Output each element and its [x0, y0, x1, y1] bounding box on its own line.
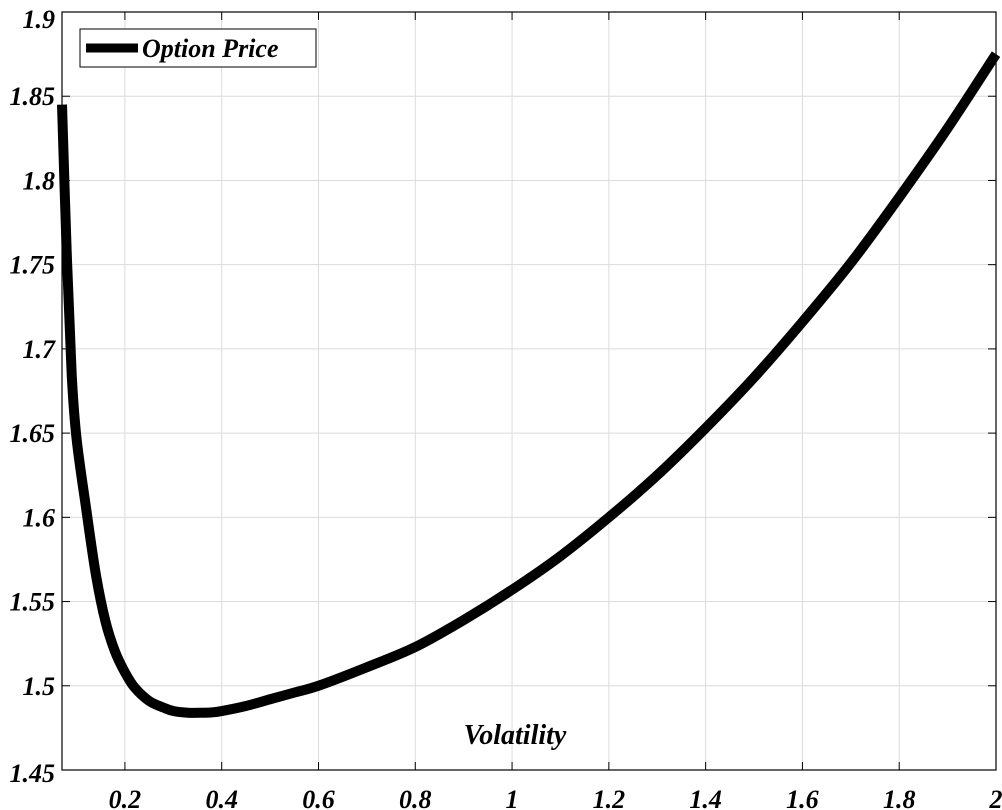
x-axis-tick-labels: 0.2 0.4 0.6 0.8 1 1.2 1.4 1.6 1.8 2: [109, 785, 1002, 810]
x-tick-label: 0.6: [302, 785, 335, 810]
legend: Option Price: [79, 28, 317, 68]
x-tick-label: 2: [989, 785, 1002, 810]
y-tick-label: 1.8: [23, 166, 56, 195]
x-tick-label: 1.4: [689, 785, 722, 810]
axis-ticks: [62, 11, 997, 771]
x-tick-label: 1: [506, 785, 519, 810]
x-axis-label: Volatility: [464, 720, 567, 751]
series-line-option-price: [57, 51, 1001, 718]
y-tick-label: 1.9: [23, 5, 56, 34]
y-tick-label: 1.45: [10, 759, 56, 788]
x-tick-label: 0.2: [109, 785, 142, 810]
y-tick-label: 1.75: [10, 251, 56, 280]
x-tick-label: 1.6: [786, 785, 819, 810]
y-tick-label: 1.5: [23, 672, 56, 701]
plot-frame: [61, 11, 997, 771]
x-tick-label: 0.8: [399, 785, 432, 810]
y-tick-label: 1.6: [23, 503, 56, 532]
x-tick-label: 1.8: [883, 785, 916, 810]
y-axis-tick-labels: 1.45 1.5 1.55 1.6 1.65 1.7 1.75 1.8 1.85 1.9: [10, 5, 57, 788]
y-tick-label: 1.85: [10, 82, 56, 111]
x-tick-label: 0.4: [205, 785, 238, 810]
plot-background: [62, 12, 996, 770]
y-tick-label: 1.7: [23, 335, 57, 364]
x-tick-label: 1.2: [593, 785, 626, 810]
legend-label-option-price: Option Price: [142, 34, 279, 63]
series-layer: [57, 51, 1001, 718]
y-tick-label: 1.55: [10, 588, 56, 617]
y-tick-label: 1.65: [10, 419, 56, 448]
